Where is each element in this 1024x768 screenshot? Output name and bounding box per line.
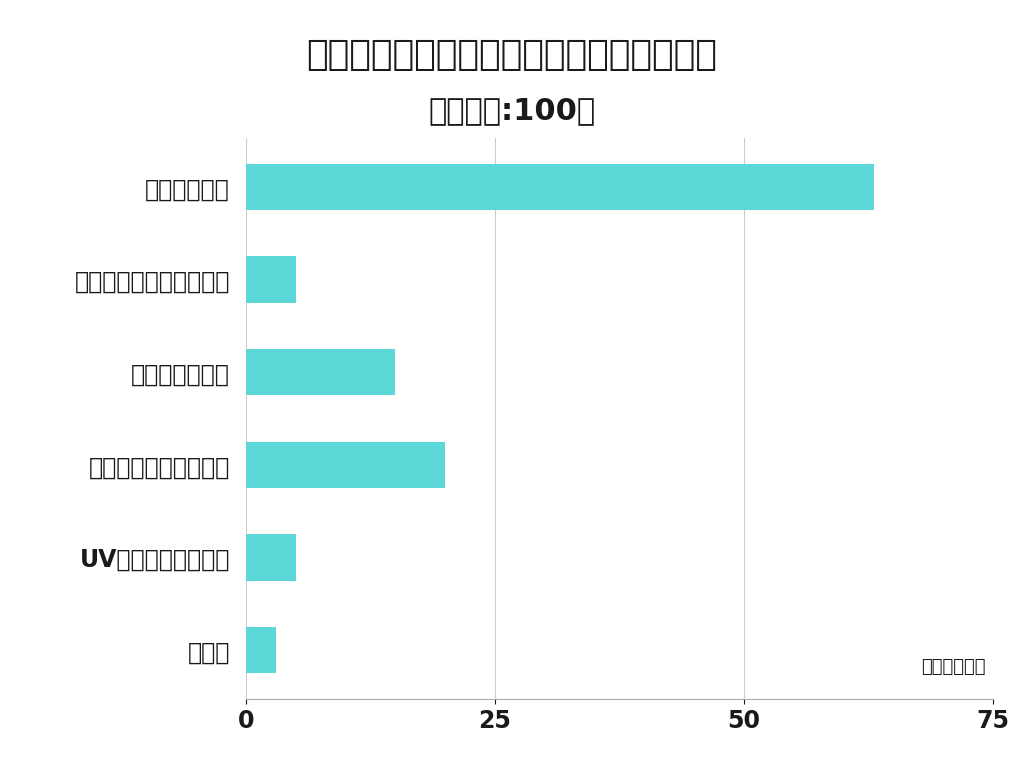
Text: （回答数:100）: （回答数:100） — [428, 96, 596, 125]
Text: さぶろぐ調べ: さぶろぐ調べ — [922, 658, 986, 677]
Bar — [246, 535, 296, 581]
Bar — [246, 627, 275, 674]
Bar — [246, 164, 873, 210]
Text: 乾燥肌の方が化粧下地選びで重視すること: 乾燥肌の方が化粧下地選びで重視すること — [306, 38, 718, 72]
Bar — [246, 349, 395, 396]
Bar — [246, 442, 445, 488]
Bar — [246, 257, 296, 303]
